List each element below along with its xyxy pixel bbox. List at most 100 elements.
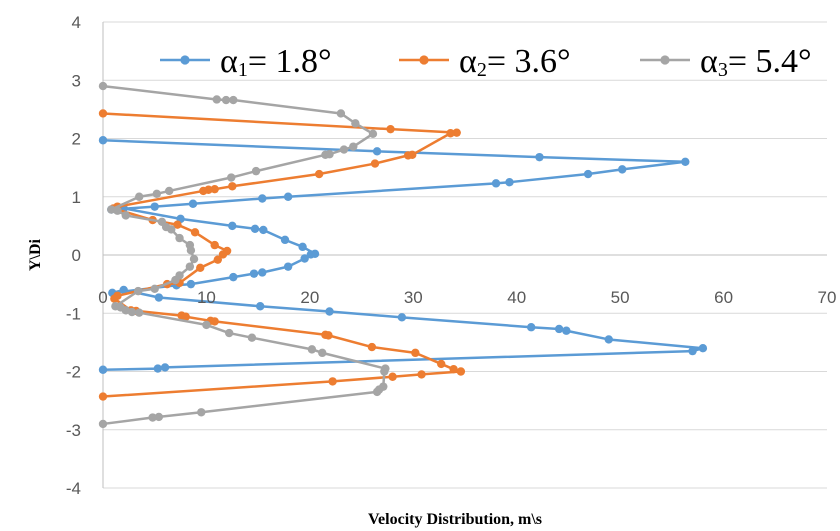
data-point bbox=[618, 165, 627, 174]
data-point bbox=[210, 184, 219, 194]
legend: α1= 1.8° α2= 3.6° α3= 5.4° bbox=[160, 43, 812, 81]
data-point bbox=[456, 367, 466, 376]
data-point bbox=[449, 364, 458, 374]
legend-entry-2: α2= 3.6° bbox=[399, 43, 571, 81]
legend-entry-3: α3= 5.4° bbox=[640, 43, 812, 81]
data-point bbox=[98, 392, 108, 401]
data-point bbox=[127, 307, 137, 317]
data-point bbox=[321, 150, 330, 160]
x-tick-label: 60 bbox=[714, 288, 733, 307]
data-point bbox=[160, 363, 170, 372]
data-point bbox=[314, 169, 324, 179]
y-tick-label: -1 bbox=[66, 304, 81, 323]
data-point bbox=[526, 323, 536, 332]
data-point bbox=[190, 228, 200, 237]
data-point bbox=[452, 128, 461, 137]
legend-label: α3= 5.4° bbox=[700, 43, 812, 81]
data-point bbox=[351, 119, 360, 128]
data-point bbox=[229, 95, 238, 105]
data-point bbox=[417, 370, 426, 379]
data-point bbox=[197, 408, 206, 417]
data-point bbox=[283, 192, 293, 201]
data-point bbox=[196, 263, 205, 273]
data-point bbox=[256, 302, 265, 311]
data-point bbox=[113, 206, 122, 215]
data-point bbox=[212, 95, 221, 104]
y-axis-title: Y\Di bbox=[27, 238, 44, 271]
data-point bbox=[328, 377, 337, 386]
data-point bbox=[300, 254, 309, 263]
data-point bbox=[229, 272, 238, 282]
y-tick-label: 1 bbox=[72, 188, 81, 207]
y-tick-label: 2 bbox=[72, 130, 81, 149]
data-point bbox=[164, 186, 174, 196]
data-point bbox=[154, 293, 164, 302]
x-tick-label: 0 bbox=[98, 288, 107, 307]
data-point bbox=[185, 262, 195, 271]
legend-swatch-marker bbox=[419, 55, 429, 65]
data-point bbox=[562, 326, 571, 335]
data-point bbox=[119, 285, 128, 295]
x-tick-label: 40 bbox=[507, 288, 526, 307]
data-point bbox=[380, 367, 389, 376]
data-point bbox=[154, 412, 164, 422]
y-tick-label: 3 bbox=[72, 71, 81, 90]
y-tick-label: 0 bbox=[72, 246, 81, 265]
data-point bbox=[153, 364, 163, 373]
data-point bbox=[186, 246, 196, 255]
data-point bbox=[98, 365, 108, 374]
series-group bbox=[98, 81, 708, 429]
gridlines bbox=[102, 21, 827, 489]
legend-swatch-marker bbox=[660, 55, 670, 65]
data-point bbox=[437, 359, 446, 369]
data-point bbox=[386, 124, 395, 134]
series-2 bbox=[98, 109, 466, 401]
data-point bbox=[150, 202, 159, 211]
data-point bbox=[135, 192, 144, 201]
data-point bbox=[249, 269, 259, 278]
legend-label: α2= 3.6° bbox=[459, 43, 571, 81]
data-point bbox=[388, 372, 397, 381]
data-point bbox=[167, 225, 176, 234]
data-point bbox=[202, 320, 211, 330]
data-point bbox=[298, 242, 307, 252]
data-point bbox=[688, 346, 697, 356]
data-point bbox=[186, 279, 196, 289]
data-point bbox=[181, 312, 190, 321]
data-point bbox=[107, 205, 116, 214]
data-point bbox=[339, 145, 349, 154]
data-point bbox=[152, 189, 161, 199]
data-point bbox=[258, 268, 267, 277]
data-point bbox=[324, 331, 333, 340]
data-point bbox=[98, 109, 108, 118]
data-point bbox=[505, 177, 514, 187]
data-point bbox=[554, 324, 564, 334]
data-point bbox=[148, 413, 157, 422]
data-point bbox=[535, 152, 544, 162]
data-point bbox=[227, 173, 236, 182]
legend-entry-1: α1= 1.8° bbox=[160, 43, 332, 81]
data-point bbox=[175, 233, 184, 243]
data-point bbox=[210, 240, 219, 250]
data-point bbox=[698, 344, 708, 353]
data-point bbox=[583, 169, 593, 179]
legend-label: α1= 1.8° bbox=[220, 43, 332, 81]
data-point bbox=[446, 129, 455, 138]
y-tick-labels: 4 3 2 1 0 -1 -2 -3 -4 bbox=[66, 13, 81, 498]
data-point bbox=[411, 348, 420, 358]
data-point bbox=[372, 387, 382, 397]
data-point bbox=[259, 225, 268, 235]
x-tick-label: 10 bbox=[197, 288, 216, 307]
data-point bbox=[318, 348, 327, 358]
data-point bbox=[221, 95, 231, 105]
data-point bbox=[368, 129, 378, 139]
data-point bbox=[307, 345, 317, 354]
data-point bbox=[228, 182, 237, 191]
data-point bbox=[210, 317, 219, 326]
y-tick-label: -3 bbox=[66, 421, 81, 440]
data-point bbox=[224, 328, 234, 338]
data-point bbox=[349, 142, 358, 151]
data-point bbox=[250, 224, 260, 233]
